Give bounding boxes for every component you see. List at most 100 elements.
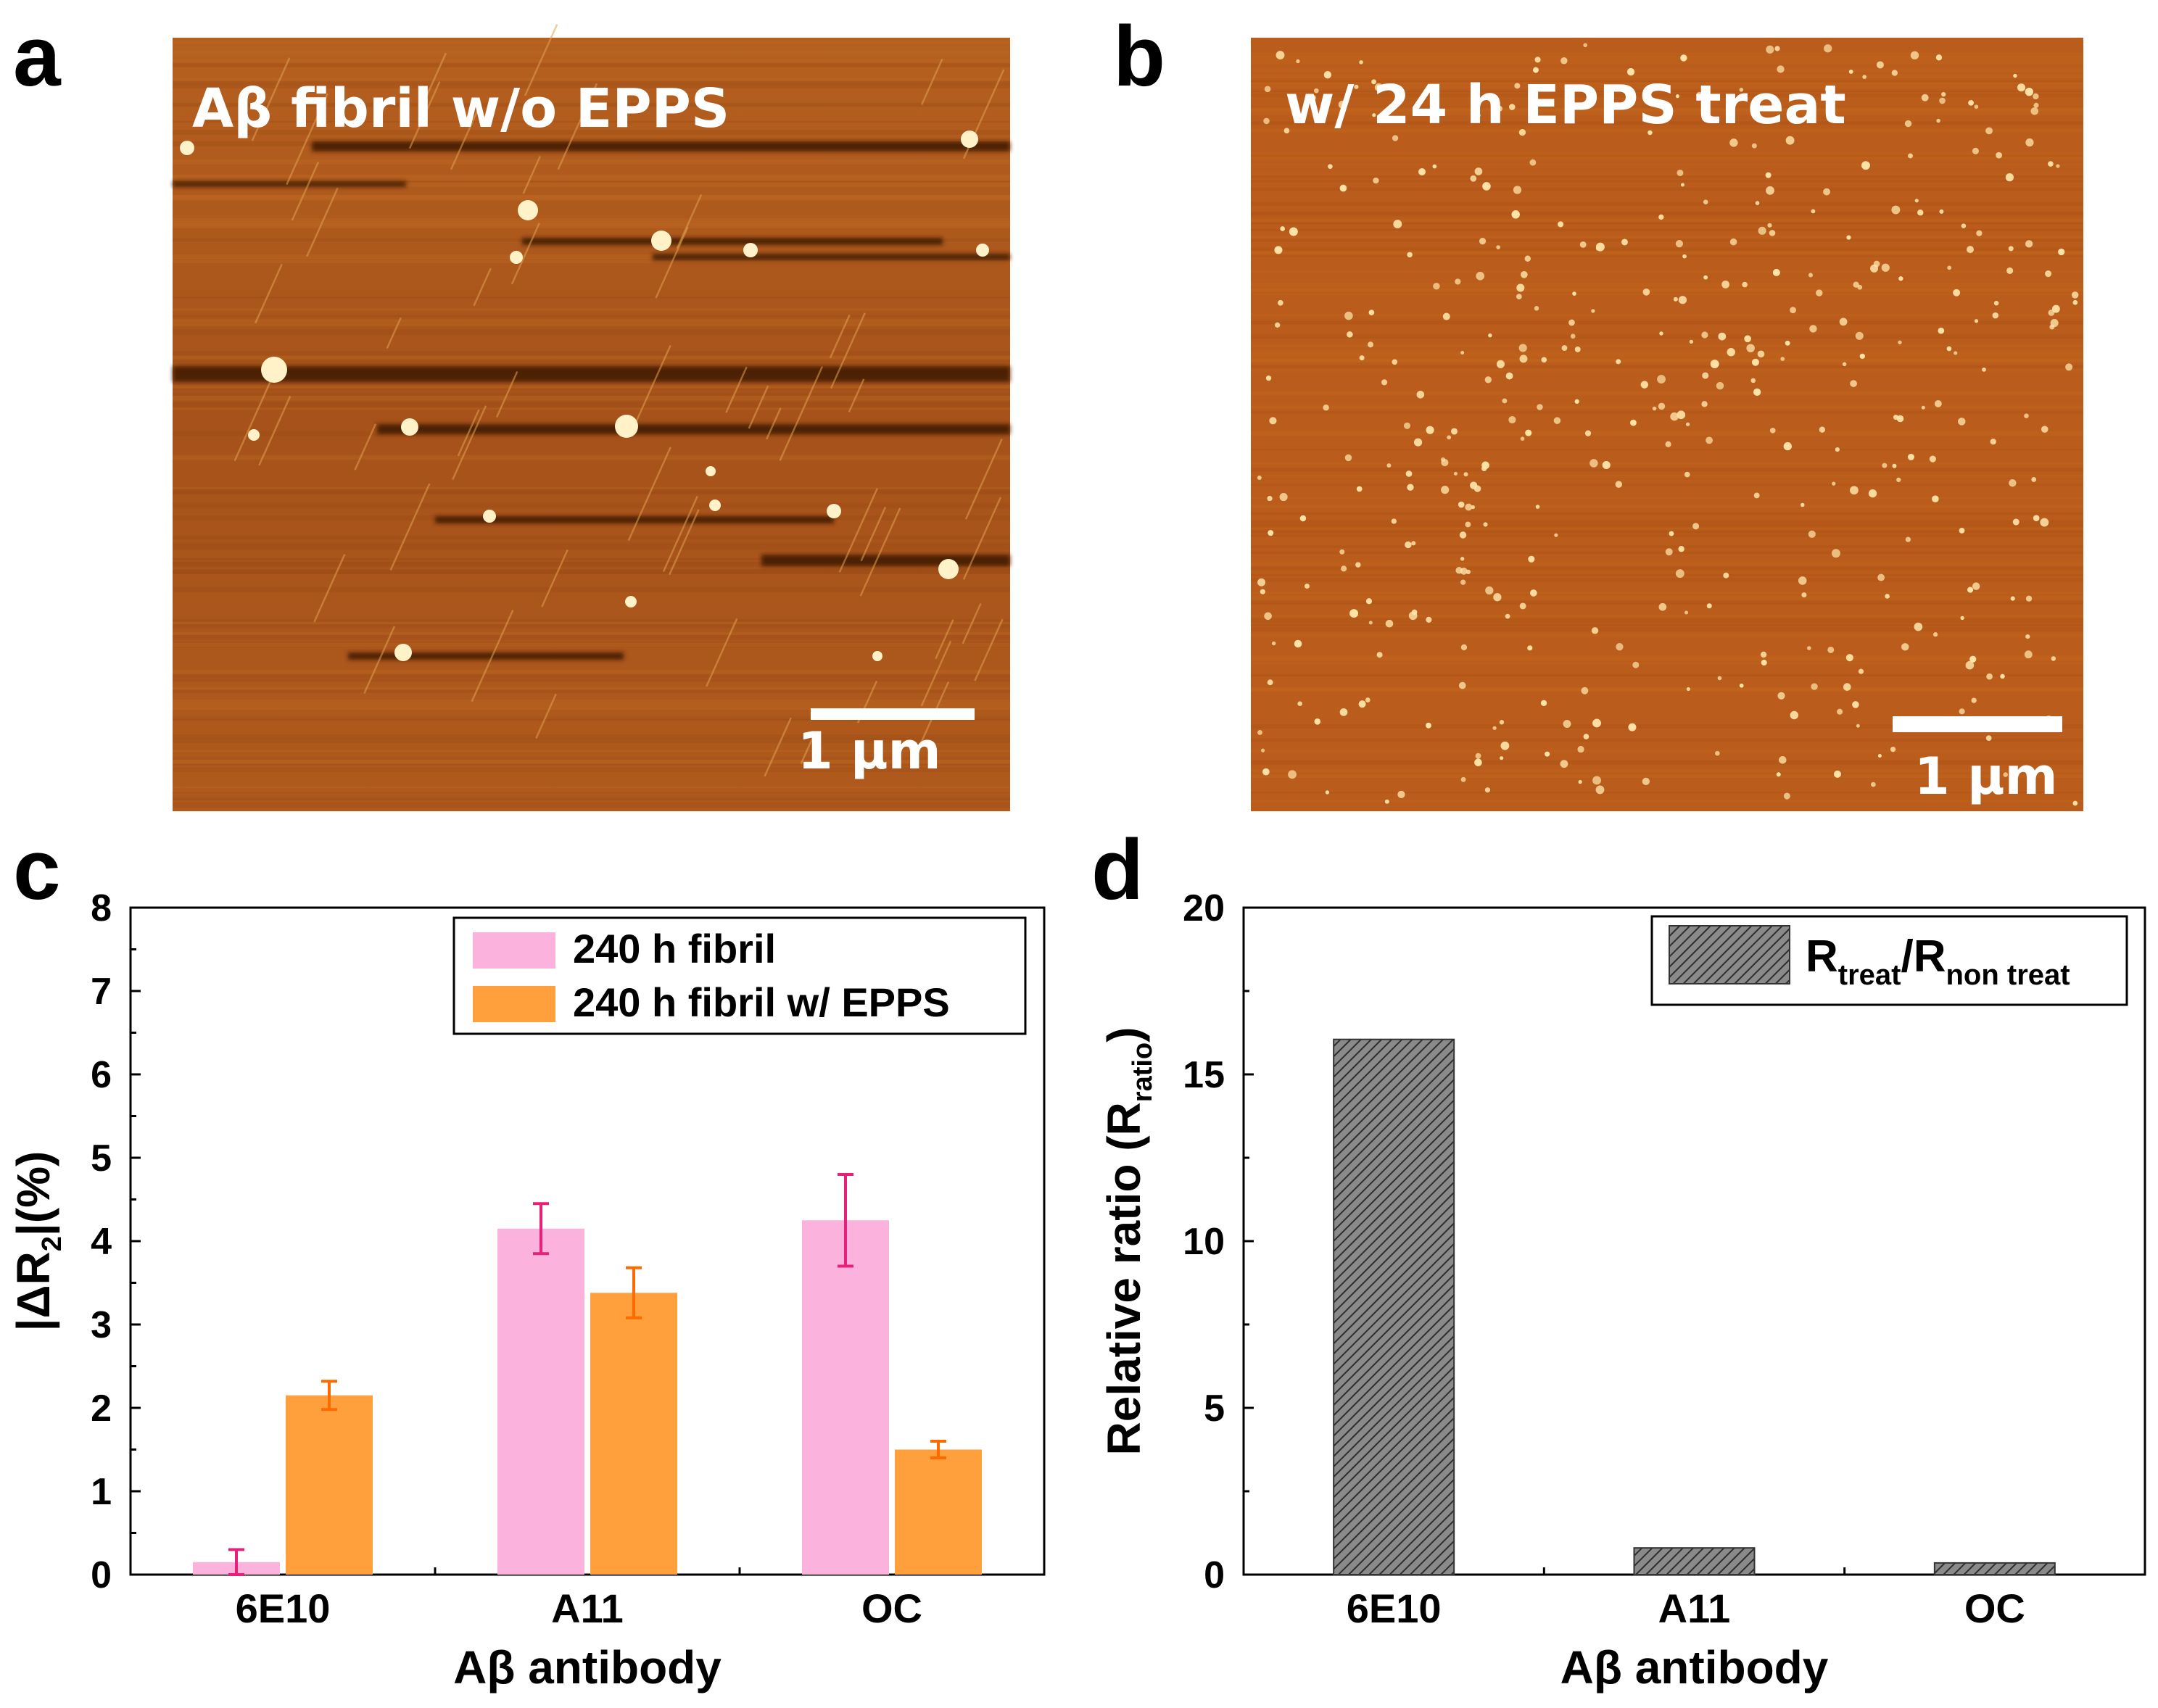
afm-particle [1280,226,1285,231]
afm-particle [1846,235,1851,240]
afm-scan-line [173,83,1010,88]
afm-particle [1753,388,1761,397]
afm-particle [1608,118,1613,123]
afm-particle [394,644,412,661]
afm-particle [2017,83,2026,92]
afm-particle [1339,184,1347,192]
afm-particle [1474,758,1482,767]
afm-scan-line [1251,724,2083,729]
afm-particle [1540,700,1547,706]
afm-particle [1371,79,1377,85]
afm-particle [1572,291,1576,296]
afm-scan-line [1251,574,2083,576]
afm-scan-line [1251,410,2083,414]
afm-particle [1297,701,1302,706]
afm-particle [1816,289,1823,297]
afm-particle [1703,199,1708,204]
afm-scan-line [173,402,1010,407]
afm-particle [1453,471,1458,476]
afm-particle [1514,83,1521,89]
afm-particle [1483,522,1488,527]
afm-particle [1717,676,1722,681]
afm-particle [1967,586,1974,593]
afm-particle [1675,94,1679,99]
afm-fibril [962,497,1002,580]
afm-scan-line [173,618,1010,623]
afm-particle [1716,381,1724,390]
afm-fibril [859,507,901,597]
afm-fibril [779,366,824,461]
afm-scan-line [173,797,1010,801]
afm-particle [248,429,260,441]
afm-fibrils-a [233,24,1005,777]
afm-particle [1798,576,1807,585]
afm-particle [1405,541,1412,549]
afm-scan-line [1251,82,2083,86]
afm-fibril [386,317,402,349]
afm-scan-line [1251,674,2083,676]
afm-particle [1493,593,1502,602]
afm-scan-line [173,569,1010,574]
afm-particle [1853,281,1859,288]
afm-particle [1541,357,1547,363]
afm-particle [1774,46,1780,51]
afm-particle [1339,708,1348,716]
afm-particle [483,510,496,523]
afm-particle [1519,602,1526,610]
afm-particle [1658,214,1664,220]
afm-particle [1347,331,1353,338]
afm-particle [1356,486,1363,492]
afm-particle [2040,518,2049,527]
afm-particle [709,499,721,511]
afm-scan-line [1251,164,2083,166]
afm-fibril [535,693,557,739]
afm-particle [1508,104,1516,110]
afm-particle [1442,312,1450,320]
afm-particle [1845,654,1853,662]
bar [497,1228,584,1575]
afm-particle [1265,375,1272,381]
afm-particle [1659,331,1663,336]
afm-particle [1577,745,1584,753]
afm-particle [2033,102,2039,108]
afm-particle [1481,461,1489,470]
afm-particle [1341,565,1347,572]
afm-particle [1696,91,1703,99]
afm-scan-line [173,51,1010,55]
afm-scan-line [1251,431,2083,434]
afm-particle [1929,455,1936,463]
afm-particle [2051,304,2060,313]
afm-particle [1358,700,1366,708]
afm-particle [1831,549,1840,558]
afm-particle [1824,86,1831,92]
afm-scan-line [1251,578,2083,582]
afm-particle [2008,246,2014,252]
afm-fibril [830,312,866,389]
y-tick-label: 5 [91,1137,112,1180]
afm-particle [1592,718,1601,728]
afm-particle [1689,339,1693,344]
y-tick-label: 3 [91,1304,112,1346]
afm-fibril [363,626,396,694]
afm-scan-line [1251,128,2083,131]
afm-scan-line [1251,769,2083,772]
afm-particle [1359,60,1363,65]
legend-swatch [1669,925,1790,984]
afm-scan-line [173,194,1010,199]
afm-fibril [473,268,492,307]
afm-particle [1901,643,1909,651]
afm-particle [1827,646,1835,653]
afm-particle [1896,415,1904,423]
afm-dark-streak [173,366,1010,382]
afm-scan-line [1251,80,2083,83]
afm-particle [1263,117,1270,125]
afm-particle [2048,161,2054,167]
afm-particle [1475,753,1481,759]
afm-scan-line [173,763,1010,766]
afm-particle [2010,596,2015,601]
afm-particle [2045,270,2052,278]
afm-particle [1323,70,1332,79]
afm-particle [1808,530,1816,538]
afm-particle [1742,281,1748,288]
afm-particle [1433,282,1440,290]
